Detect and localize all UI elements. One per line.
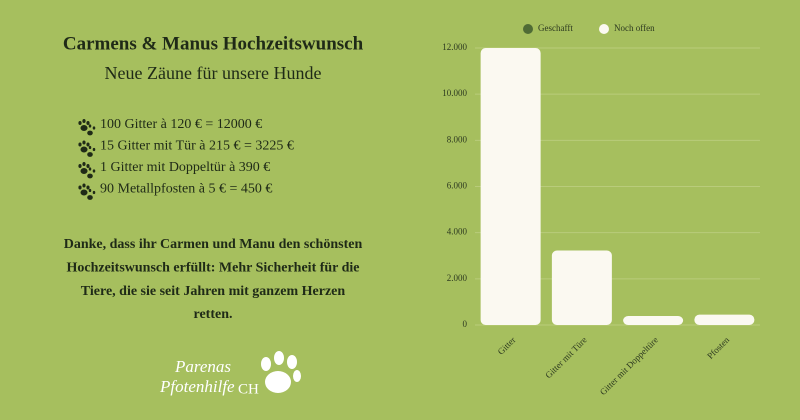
list-item: 90 Metallpfosten à 5 € = 450 € (100, 182, 272, 197)
paw-dot (88, 145, 92, 150)
message: Danke, dass ihr Carmen und Manu den schö… (64, 237, 363, 322)
y-tick-label: 2.000 (447, 273, 468, 283)
paw-dot (84, 190, 88, 195)
y-tick-label: 12.000 (442, 42, 467, 52)
paw-dot (86, 121, 90, 125)
y-tick-label: 6.000 (447, 181, 468, 191)
y-tick-label: 0 (463, 319, 468, 329)
paw-dot (82, 119, 86, 123)
paw-dot (92, 169, 96, 173)
bar (694, 314, 755, 325)
y-tick-label: 8.000 (447, 134, 468, 144)
paw-dot (84, 147, 88, 152)
list-item: 100 Gitter à 120 € = 12000 € (100, 117, 262, 132)
paw-dot (78, 121, 82, 125)
item-list: 100 Gitter à 120 € = 12000 € 15 Gitter mi… (78, 117, 294, 200)
legend-marker (523, 24, 533, 34)
message-line: Danke, dass ihr Carmen und Manu den schö… (64, 237, 363, 252)
logo: Parenas Pfotenhilfe CH (159, 351, 301, 397)
paw-dot (82, 140, 86, 145)
paw-dot (87, 152, 93, 157)
y-tick-label: 4.000 (447, 227, 468, 237)
message-line: retten. (194, 307, 233, 322)
paw-bullet (78, 183, 96, 200)
bar (480, 48, 541, 325)
bar (623, 315, 684, 325)
paw-dot (92, 147, 96, 152)
subtitle: Neue Zäune für unsere Hunde (105, 63, 322, 83)
paw-dot (88, 124, 92, 128)
legend-marker (599, 24, 609, 34)
title: Carmens & Manus Hochzeitswunsch (63, 33, 364, 54)
paw-dot (82, 183, 86, 188)
logo-text: Parenas (174, 357, 231, 376)
paw-dot (87, 195, 93, 200)
paw-dot (82, 162, 86, 166)
list-item: 1 Gitter mit Doppeltür à 390 € (100, 160, 270, 175)
logo-text: Pfotenhilfe (159, 377, 235, 396)
paw-dot (86, 142, 90, 147)
message-line: Tiere, die sie seit Jahren mit ganzem He… (81, 284, 346, 299)
list-item: 15 Gitter mit Tür à 215 € = 3225 € (100, 139, 294, 154)
paw-bullet (78, 162, 96, 179)
paw-dot (87, 173, 93, 179)
y-tick-label: 10.000 (442, 88, 467, 98)
logo-badge: CH (238, 381, 259, 397)
paw-dot (87, 130, 93, 136)
paw-icon (261, 351, 301, 393)
paw-dot (86, 185, 90, 190)
paw-dot (88, 167, 92, 171)
legend-label: Noch offen (614, 23, 655, 33)
paw-dot (88, 188, 92, 193)
bar (551, 250, 612, 325)
paw-dot (84, 169, 88, 173)
paw-dot (92, 126, 96, 130)
paw-bullet (78, 140, 96, 157)
paw-dot (84, 126, 88, 130)
paw-dot (78, 164, 82, 168)
paw-dot (92, 190, 96, 195)
paw-bullet (78, 119, 96, 136)
paw-dot (86, 164, 90, 168)
paw-dot (78, 185, 82, 190)
message-line: Hochzeitswunsch erfüllt: Mehr Sicherheit… (66, 261, 359, 276)
legend-label: Geschafft (538, 23, 573, 33)
paw-dot (78, 142, 82, 147)
